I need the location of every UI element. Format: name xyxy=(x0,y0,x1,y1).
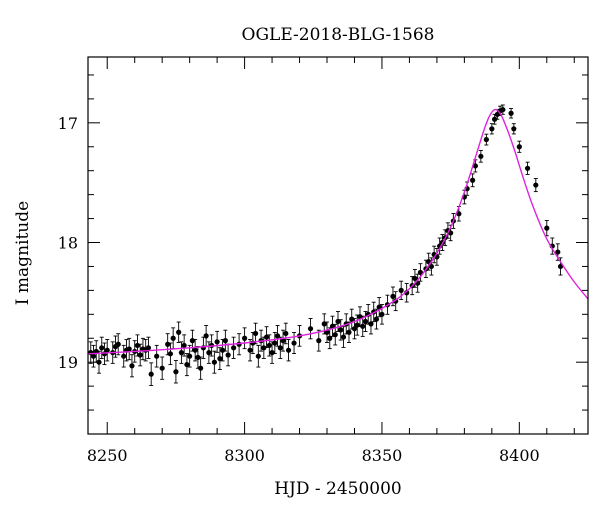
data-point xyxy=(368,313,374,335)
data-point xyxy=(266,334,272,357)
data-point xyxy=(192,339,198,362)
data-point xyxy=(148,362,154,386)
data-point xyxy=(340,326,347,348)
data-point xyxy=(145,336,152,359)
y-tick-label: 17 xyxy=(58,114,78,133)
plot-frame xyxy=(87,56,589,435)
data-point xyxy=(362,311,369,332)
data-point xyxy=(524,161,531,175)
data-point xyxy=(470,173,476,188)
data-point xyxy=(178,341,185,364)
data-point xyxy=(252,322,259,345)
data-point xyxy=(431,245,437,264)
data-point xyxy=(255,344,261,368)
data-point xyxy=(115,333,121,356)
model-curve xyxy=(87,108,589,355)
data-point xyxy=(99,336,105,359)
x-tick-label: 8350 xyxy=(362,446,403,465)
x-tick-label: 8250 xyxy=(87,446,128,465)
data-point xyxy=(90,344,97,368)
data-point xyxy=(327,327,333,350)
y-tick-label: 19 xyxy=(58,353,78,372)
data-point xyxy=(241,327,248,350)
data-point xyxy=(489,123,495,135)
data-point xyxy=(508,108,514,119)
y-tick-label: 18 xyxy=(58,234,78,253)
data-point xyxy=(129,354,135,378)
data-point xyxy=(349,308,355,330)
data-point xyxy=(217,347,223,370)
data-point xyxy=(277,336,283,359)
axis-tick-labels: 8250 8300 8350 8400 17 18 19 xyxy=(58,114,540,465)
data-point xyxy=(104,339,110,362)
data-point xyxy=(544,220,550,237)
data-point xyxy=(203,325,209,347)
data-point xyxy=(167,342,174,366)
data-point xyxy=(184,353,190,377)
data-point xyxy=(412,269,418,288)
data-point xyxy=(511,123,517,135)
data-point xyxy=(214,330,220,353)
data-point xyxy=(404,283,410,303)
data-point xyxy=(307,318,314,340)
data-point xyxy=(200,336,206,359)
data-point xyxy=(206,341,212,364)
data-point xyxy=(533,178,539,193)
data-point xyxy=(222,329,228,352)
data-point xyxy=(231,336,237,359)
data-point xyxy=(181,334,187,357)
chart-title: OGLE-2018-BLG-1568 xyxy=(242,25,435,45)
data-point xyxy=(187,344,193,368)
data-point xyxy=(159,356,165,380)
data-point xyxy=(516,140,522,153)
data-point xyxy=(417,263,424,282)
data-point xyxy=(285,339,292,362)
data-point xyxy=(346,321,352,343)
data-point xyxy=(338,319,344,341)
data-point xyxy=(126,337,132,361)
data-points xyxy=(88,104,564,386)
data-point xyxy=(96,350,102,374)
data-point xyxy=(173,360,179,384)
data-point xyxy=(137,343,143,367)
data-point xyxy=(283,322,289,345)
data-point xyxy=(121,344,127,368)
data-point xyxy=(335,311,341,332)
x-tick-label: 8400 xyxy=(499,446,540,465)
data-point xyxy=(154,344,160,368)
data-point xyxy=(170,327,176,350)
x-tick-label: 8300 xyxy=(224,446,265,465)
axis-ticks xyxy=(88,57,588,434)
data-point xyxy=(478,150,484,163)
data-point xyxy=(211,350,217,374)
data-point xyxy=(483,133,489,146)
data-point xyxy=(280,329,286,352)
data-point xyxy=(371,301,377,323)
y-axis-label: I magnitude xyxy=(13,201,33,305)
data-point xyxy=(360,315,366,337)
data-point xyxy=(176,321,182,343)
data-point xyxy=(272,332,278,355)
data-point xyxy=(291,332,297,355)
data-point xyxy=(491,113,498,125)
data-point xyxy=(112,335,119,358)
data-point xyxy=(225,343,231,367)
data-point xyxy=(316,329,322,352)
x-axis-label: HJD - 2450000 xyxy=(274,479,402,499)
data-point xyxy=(198,356,204,380)
